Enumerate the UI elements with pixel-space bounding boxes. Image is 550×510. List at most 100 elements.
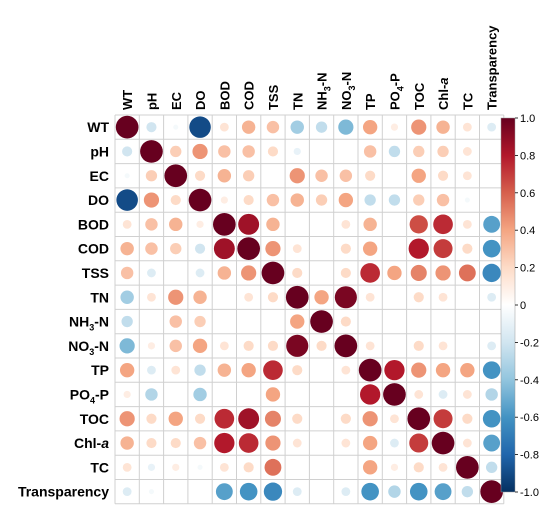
correlation-circle [194,364,206,376]
legend-tick-label: -0.4 [520,375,539,387]
correlation-circle [462,413,473,424]
correlation-circle [383,383,406,406]
correlation-circle [480,480,503,503]
correlation-circle [267,292,279,303]
legend-tick-label: 0.8 [520,150,535,162]
column-label: DO [193,91,208,111]
row-label: TOC [80,411,109,427]
correlation-circle [341,219,351,229]
column-label: TP [363,93,378,110]
correlation-circle [119,411,135,427]
correlation-circle [460,362,475,378]
column-label: PO4-P [387,73,405,110]
correlation-circle [242,145,255,158]
correlation-circle [189,116,211,138]
correlation-circle [431,431,455,455]
correlation-circle [413,194,425,206]
column-label: TN [290,93,305,110]
column-label: TSS [266,84,281,110]
row-label: TC [90,459,109,475]
legend-tick-label: 0.6 [520,188,535,200]
correlation-circle [140,140,163,163]
legend-tick-label: 0.4 [520,225,535,237]
correlation-circle [122,146,133,157]
label-part: -N [94,314,109,330]
correlation-circle [239,482,258,501]
correlation-circle [168,411,183,426]
correlation-circle [340,316,351,327]
correlation-circle [170,194,181,206]
correlation-circle [147,342,156,350]
label-part: PO [387,91,402,110]
correlation-circle [237,237,260,260]
label-part: TP [91,362,109,378]
correlation-circle [242,170,255,182]
label-part: 3 [323,86,333,91]
label-part: TC [460,92,475,110]
label-part: 3 [89,323,94,333]
correlation-circle [145,170,158,182]
correlation-circle [292,487,302,497]
label-part: -N [94,338,109,354]
correlation-circle [485,388,498,401]
correlation-circle [341,365,351,375]
correlation-circle [261,261,285,285]
column-label: NO3-N [339,72,357,110]
legend-tick-label: -0.2 [520,337,539,349]
correlation-circle [456,456,479,479]
correlation-circle [193,387,207,402]
label-part: BOD [78,216,109,232]
correlation-circle [315,121,328,133]
row-label: pH [90,143,109,159]
correlation-circle [433,239,453,259]
correlation-circle [266,120,280,134]
correlation-circle [413,340,424,351]
label-part: WT [87,119,109,135]
correlation-circle [219,462,229,472]
correlation-circle [314,290,329,305]
label-part: EC [90,168,109,184]
correlation-circle [265,387,281,402]
correlation-circle [437,145,449,158]
row-label: TSS [82,265,109,281]
correlation-circle [267,340,279,351]
row-label: DO [88,192,109,208]
label-part: -N [315,72,330,86]
correlation-circle [290,314,305,329]
correlation-circle [263,482,283,501]
correlation-circle [219,122,229,132]
correlation-circle [121,315,133,328]
correlation-circle [213,213,236,236]
correlation-circle [360,384,381,405]
correlation-circle [334,334,358,358]
correlation-circle [170,437,181,449]
label-part: -P [95,386,109,402]
label-part: a [436,77,451,84]
label-part: BOD [217,81,232,110]
label-part: DO [193,91,208,111]
legend-color-bar [500,117,516,493]
correlation-circle [361,482,379,501]
correlation-circle [122,219,132,229]
correlation-circle [164,164,188,188]
correlation-circle [436,120,450,134]
correlation-circle [390,414,399,424]
correlation-circle [193,436,207,450]
correlation-circle [362,460,378,475]
label-part: COD [242,81,257,110]
correlation-circle [172,463,180,471]
correlation-circle [362,435,378,451]
column-label: TC [460,92,475,110]
correlation-circle [334,286,357,309]
correlation-circle [193,290,207,304]
label-part: TP [363,93,378,110]
correlation-circle [487,122,497,132]
label-part: TSS [266,84,281,110]
correlation-circle [120,290,134,304]
correlation-circle [265,435,281,451]
correlation-circle [115,115,139,139]
correlation-circle [360,263,380,283]
correlation-circle [293,147,301,156]
correlation-circle [120,436,134,450]
